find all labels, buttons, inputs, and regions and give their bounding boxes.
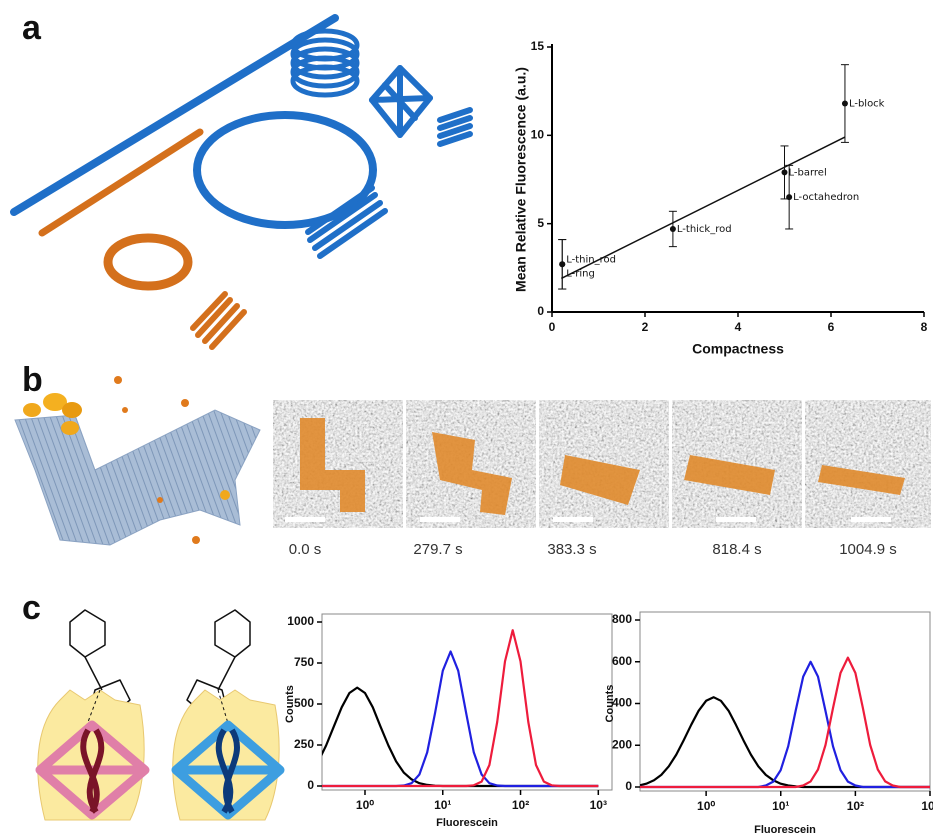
x-tick-label: 8: [921, 320, 928, 334]
y-tick-label: 1000: [287, 614, 314, 628]
data-point: [782, 169, 788, 175]
point-label: L-octahedron: [793, 192, 859, 203]
panel-label: b: [22, 361, 43, 399]
x-tick-label: 10²: [512, 798, 529, 812]
x-axis-title: Fluorescein: [754, 824, 816, 836]
y-tick-label: 800: [612, 612, 632, 626]
x-tick-label: 0: [549, 320, 556, 334]
y-tick-label: 0: [307, 778, 314, 792]
data-point: [670, 226, 676, 232]
x-tick-label: 10⁰: [697, 799, 715, 813]
data-point: [842, 101, 848, 107]
origami-illustration: [14, 18, 470, 347]
y-axis-title: Counts: [604, 685, 616, 723]
plot-frame: [640, 612, 930, 791]
sheet-illustration: [15, 376, 260, 545]
panel-label: c: [22, 589, 41, 627]
time-label: 1004.9 s: [839, 541, 897, 558]
point-label: L-barrel: [789, 167, 827, 178]
y-tick-label: 0: [625, 779, 632, 793]
x-axis-title: Compactness: [692, 341, 784, 357]
y-tick-label: 200: [612, 737, 632, 751]
x-tick-label: 6: [828, 320, 835, 334]
x-tick-label: 10¹: [772, 799, 789, 813]
histogram-series: [287, 630, 598, 786]
chirality-illustration: [38, 610, 280, 820]
y-tick-label: 600: [612, 654, 632, 668]
histogram-line: [287, 630, 598, 786]
point-label: L-thin_rod: [566, 254, 616, 265]
y-tick-label: 500: [294, 696, 314, 710]
data-point: [559, 261, 565, 267]
point-label: L-ring: [566, 268, 595, 279]
x-tick-label: 10⁰: [356, 798, 374, 812]
panel-label: a: [22, 9, 42, 47]
histogram-line: [632, 697, 931, 787]
x-tick-label: 10²: [847, 799, 864, 813]
y-tick-label: 750: [294, 655, 314, 669]
histogram-line: [287, 688, 598, 786]
y-axis-title: Mean Relative Fluorescence (a.u.): [513, 67, 529, 292]
time-label: 279.7 s: [413, 541, 462, 558]
histogram-line: [632, 662, 931, 787]
x-axis-title: Fluorescein: [436, 817, 498, 829]
point-label: L-thick_rod: [677, 224, 732, 235]
histogram-line: [287, 652, 598, 787]
histogram-series: [632, 658, 931, 787]
y-axis-title: Counts: [284, 685, 296, 723]
data-point: [786, 194, 792, 200]
y-tick-label: 0: [537, 304, 544, 318]
x-tick-label: 10³: [590, 798, 607, 812]
x-tick-label: 10³: [921, 799, 933, 813]
afm-frames: [273, 400, 931, 528]
time-label: 0.0 s: [289, 541, 322, 558]
y-tick-label: 250: [294, 737, 314, 751]
y-tick-label: 10: [531, 128, 545, 142]
x-tick-label: 2: [642, 320, 649, 334]
x-tick-label: 4: [735, 320, 742, 334]
y-tick-label: 15: [531, 39, 545, 53]
plot-frame: [322, 614, 612, 790]
figure: a b c: [0, 0, 933, 838]
y-tick-label: 5: [537, 216, 544, 230]
time-label: 818.4 s: [712, 541, 761, 558]
time-label: 383.3 s: [547, 541, 596, 558]
x-tick-label: 10¹: [434, 798, 451, 812]
point-label: L-block: [849, 99, 885, 110]
